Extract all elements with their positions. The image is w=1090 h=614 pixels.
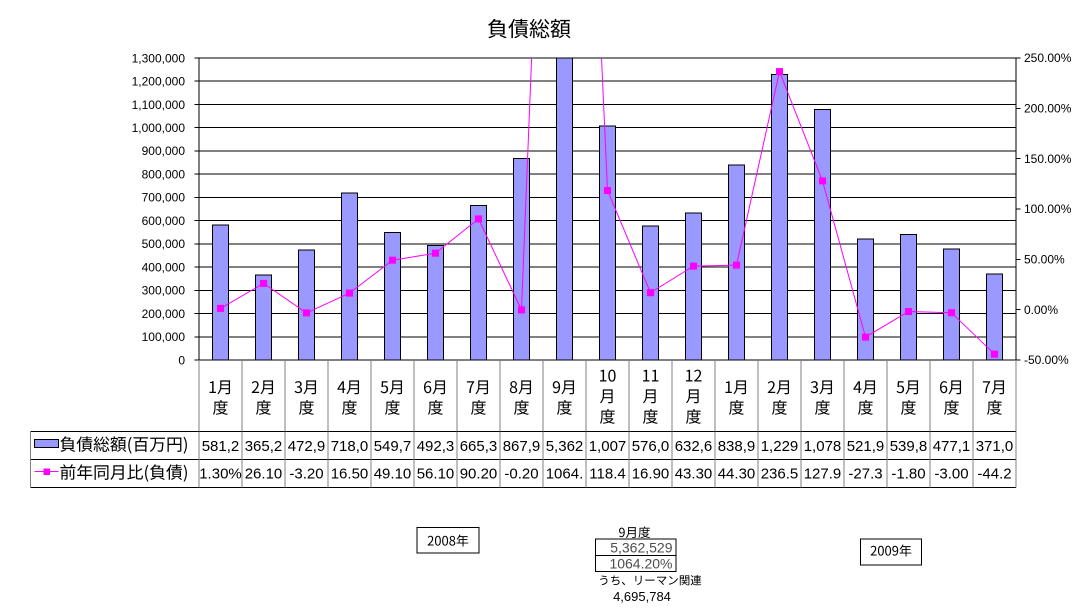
svg-text:49.10: 49.10	[374, 466, 412, 483]
svg-text:26.10: 26.10	[245, 466, 283, 483]
svg-text:0: 0	[178, 353, 185, 367]
svg-text:-0.20: -0.20	[504, 466, 538, 483]
svg-text:521,9: 521,9	[847, 438, 885, 455]
svg-text:200.00%: 200.00%	[1024, 102, 1072, 116]
svg-text:1064.20%: 1064.20%	[609, 555, 672, 571]
svg-text:371,0: 371,0	[976, 438, 1014, 455]
svg-text:539,8: 539,8	[890, 438, 928, 455]
svg-text:492,3: 492,3	[417, 438, 455, 455]
svg-text:700,000: 700,000	[142, 191, 186, 205]
svg-text:44.30: 44.30	[718, 466, 756, 483]
svg-text:300,000: 300,000	[142, 284, 186, 298]
svg-text:800,000: 800,000	[142, 168, 186, 182]
svg-text:-50.00%: -50.00%	[1024, 353, 1069, 367]
svg-text:400,000: 400,000	[142, 260, 186, 274]
svg-text:632,6: 632,6	[675, 438, 713, 455]
svg-text:1064.: 1064.	[546, 466, 584, 483]
svg-text:1,078: 1,078	[804, 438, 842, 455]
svg-text:600,000: 600,000	[142, 214, 186, 228]
svg-text:867,9: 867,9	[503, 438, 541, 455]
svg-text:477,1: 477,1	[933, 438, 971, 455]
svg-text:838,9: 838,9	[718, 438, 756, 455]
svg-text:1.30%: 1.30%	[199, 466, 242, 483]
svg-text:5,362: 5,362	[546, 438, 584, 455]
svg-text:900,000: 900,000	[142, 144, 186, 158]
svg-text:100,000: 100,000	[142, 330, 186, 344]
svg-text:-3.00: -3.00	[934, 466, 968, 483]
svg-text:16.90: 16.90	[632, 466, 670, 483]
svg-text:1,007: 1,007	[589, 438, 627, 455]
svg-text:718,0: 718,0	[331, 438, 369, 455]
svg-text:1,000,000: 1,000,000	[132, 121, 186, 135]
svg-text:472,9: 472,9	[288, 438, 326, 455]
svg-text:4,695,784: 4,695,784	[613, 589, 671, 604]
svg-text:200,000: 200,000	[142, 307, 186, 321]
svg-text:50.00%: 50.00%	[1024, 253, 1065, 267]
svg-text:16.50: 16.50	[331, 466, 369, 483]
svg-text:-3.20: -3.20	[289, 466, 323, 483]
svg-text:-1.80: -1.80	[891, 466, 925, 483]
svg-text:250.00%: 250.00%	[1024, 51, 1072, 65]
svg-text:127.9: 127.9	[804, 466, 842, 483]
svg-text:500,000: 500,000	[142, 237, 186, 251]
svg-text:581,2: 581,2	[202, 438, 240, 455]
svg-text:1,300,000: 1,300,000	[132, 51, 186, 65]
svg-text:665,3: 665,3	[460, 438, 498, 455]
svg-text:365,2: 365,2	[245, 438, 283, 455]
svg-text:576,0: 576,0	[632, 438, 670, 455]
svg-text:90.20: 90.20	[460, 466, 498, 483]
svg-text:1,200,000: 1,200,000	[132, 75, 186, 89]
svg-text:1,229: 1,229	[761, 438, 799, 455]
svg-text:549,7: 549,7	[374, 438, 412, 455]
svg-text:56.10: 56.10	[417, 466, 455, 483]
svg-text:100.00%: 100.00%	[1024, 202, 1072, 216]
svg-text:236.5: 236.5	[761, 466, 799, 483]
svg-text:-44.2: -44.2	[977, 466, 1011, 483]
svg-text:118.4: 118.4	[589, 466, 625, 483]
svg-text:5,362,529: 5,362,529	[610, 539, 672, 555]
svg-text:1,100,000: 1,100,000	[132, 98, 186, 112]
svg-text:0.00%: 0.00%	[1024, 303, 1058, 317]
svg-text:-27.3: -27.3	[848, 466, 882, 483]
svg-text:43.30: 43.30	[675, 466, 713, 483]
svg-text:150.00%: 150.00%	[1024, 152, 1072, 166]
